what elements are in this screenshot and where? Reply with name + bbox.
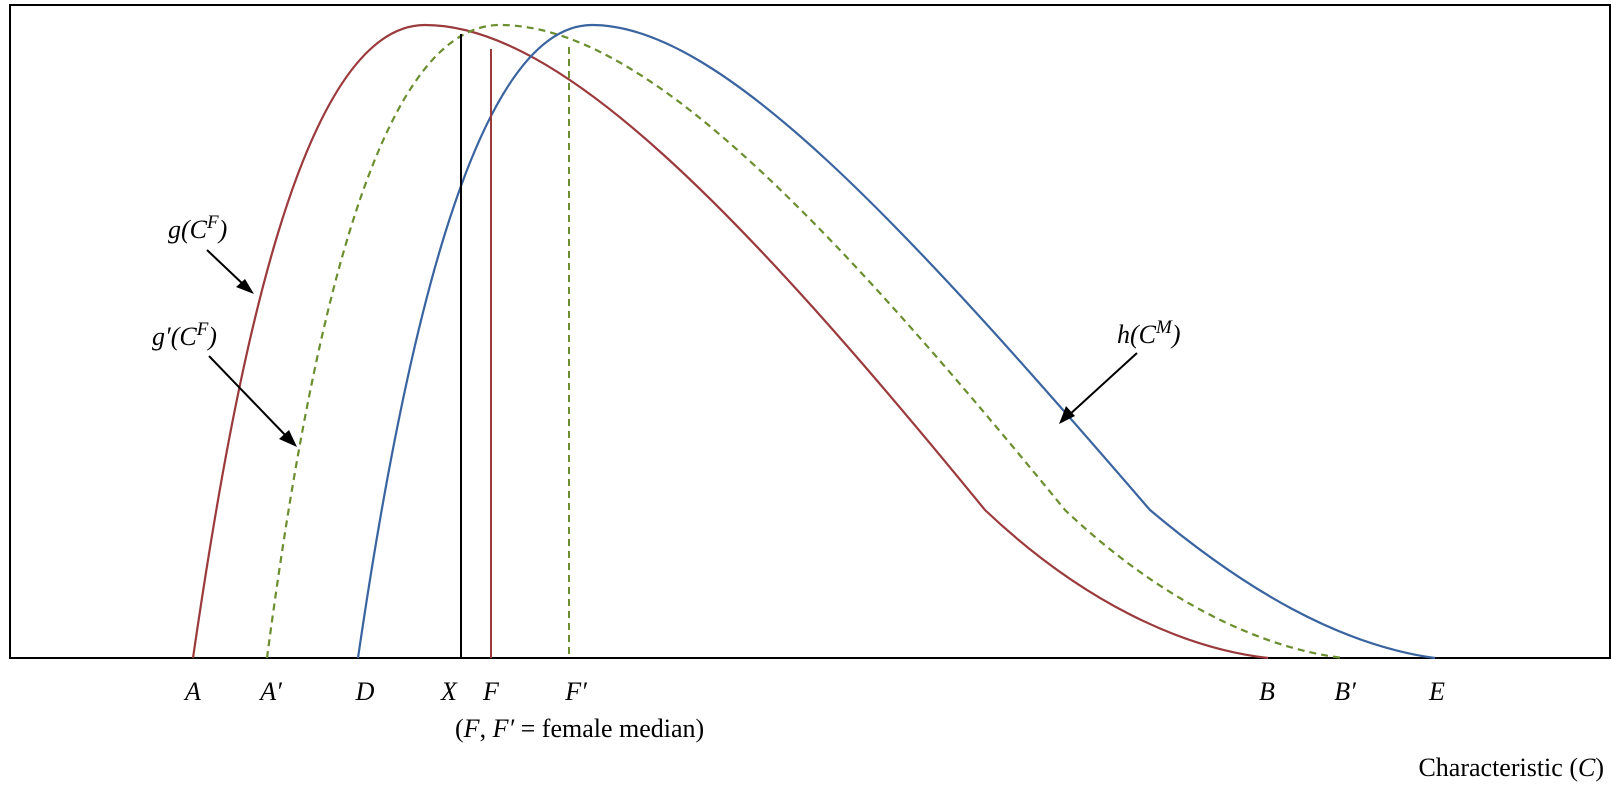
point-label-d: D: [355, 677, 375, 706]
g-female-distribution-curve: [191, 23, 1269, 660]
x-axis-title: Characteristic (C): [1418, 753, 1604, 782]
female-median-note: (F, F′ = female median): [455, 714, 704, 743]
h-curve-label: h(CM): [1117, 317, 1181, 349]
point-label-f-prime: F′: [564, 677, 587, 706]
point-label-e: E: [1428, 677, 1445, 706]
g-curve-label: g(CF): [168, 212, 227, 244]
point-label-x: X: [440, 677, 458, 706]
point-label-a-prime: A′: [258, 677, 282, 706]
g-prime-shifted-female-distribution-curve: [265, 23, 1344, 660]
g-label-arrow: [206, 249, 254, 294]
h-male-distribution-curve: [356, 23, 1436, 660]
h-label-arrow: [1059, 352, 1138, 424]
point-label-f: F: [482, 677, 500, 706]
point-label-b: B: [1259, 677, 1275, 706]
plot-frame: [9, 4, 1611, 659]
point-label-a: A: [183, 677, 201, 706]
point-label-b-prime: B′: [1334, 677, 1356, 706]
g-prime-label-arrow: [208, 355, 297, 447]
g-prime-curve-label: g′(CF): [152, 319, 217, 351]
